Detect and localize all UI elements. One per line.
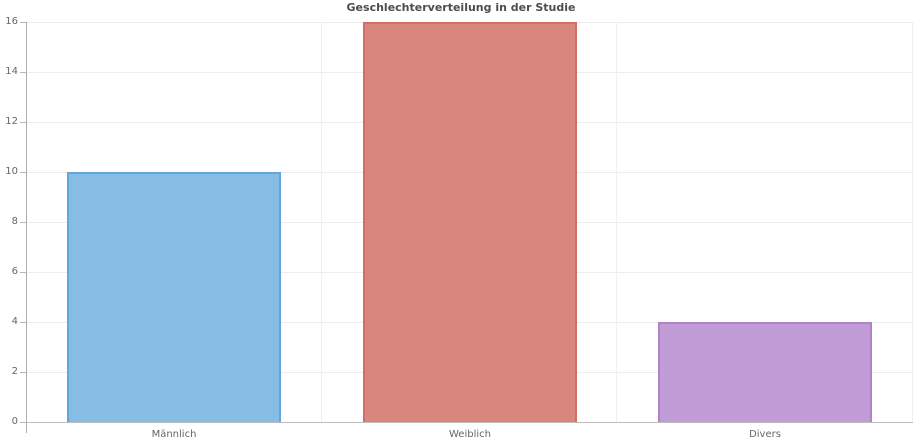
y-tick-label-0: 0 <box>11 416 18 427</box>
y-tick-label-16: 16 <box>5 16 18 27</box>
y-tick-label-2: 2 <box>11 366 18 377</box>
x-axis-line <box>26 422 913 423</box>
y-tick-mark-12 <box>20 122 26 123</box>
y-tick-mark-10 <box>20 172 26 173</box>
y-tick-mark-14 <box>20 72 26 73</box>
x-axis-label-divers: Divers <box>749 429 781 440</box>
x-grid-line-3 <box>912 22 913 422</box>
y-axis-line <box>26 22 27 433</box>
y-tick-mark-8 <box>20 222 26 223</box>
bar-divers[interactable] <box>658 322 872 422</box>
y-tick-label-12: 12 <box>5 116 18 127</box>
y-tick-mark-16 <box>20 22 26 23</box>
y-tick-mark-2 <box>20 372 26 373</box>
bar-maennlich[interactable] <box>67 172 281 422</box>
x-grid-line-2 <box>616 22 617 422</box>
x-grid-line-1 <box>321 22 322 422</box>
bar-weiblich[interactable] <box>363 22 577 422</box>
plot-area <box>26 22 913 422</box>
y-tick-mark-4 <box>20 322 26 323</box>
y-tick-label-10: 10 <box>5 166 18 177</box>
x-axis-label-maennlich: Männlich <box>151 429 197 440</box>
y-tick-label-14: 14 <box>5 66 18 77</box>
y-tick-label-8: 8 <box>11 216 18 227</box>
y-tick-mark-6 <box>20 272 26 273</box>
x-axis-label-weiblich: Weiblich <box>449 429 491 440</box>
chart-title: Geschlechterverteilung in der Studie <box>346 1 576 14</box>
y-tick-label-6: 6 <box>11 266 18 277</box>
y-tick-mark-0 <box>20 422 26 423</box>
y-tick-label-4: 4 <box>11 316 18 327</box>
